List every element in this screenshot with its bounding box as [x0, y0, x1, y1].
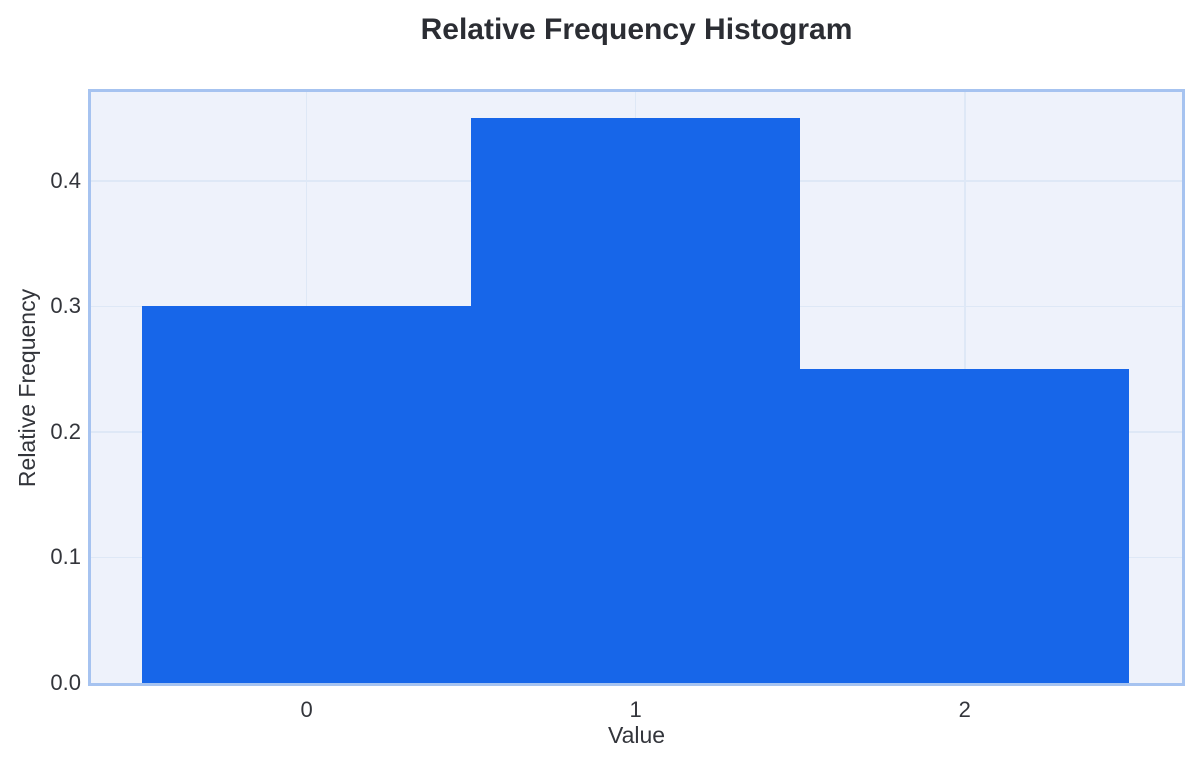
x-tick-label: 2	[958, 697, 971, 722]
x-tick-label: 1	[629, 697, 642, 722]
histogram-bar	[471, 117, 801, 683]
y-tick-label: 0.0	[50, 670, 81, 695]
histogram-bar	[142, 306, 472, 683]
chart-title: Relative Frequency Histogram	[420, 13, 853, 46]
y-tick-label: 0.1	[50, 544, 81, 570]
plot-area	[88, 89, 1185, 686]
bars-layer	[91, 92, 1182, 683]
y-axis-label: Relative Frequency	[14, 288, 40, 488]
histogram-bar	[800, 369, 1130, 683]
y-tick-label: 0.4	[50, 167, 81, 193]
x-axis-label: Value	[607, 722, 666, 748]
x-tick-label: 0	[300, 697, 313, 722]
